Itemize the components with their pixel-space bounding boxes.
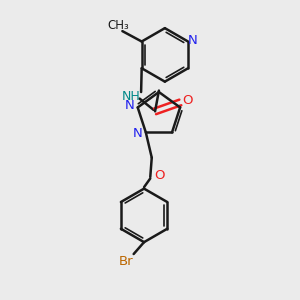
- Text: N: N: [124, 100, 134, 112]
- Text: NH: NH: [122, 90, 141, 103]
- Text: O: O: [182, 94, 193, 107]
- Text: O: O: [154, 169, 164, 182]
- Text: N: N: [133, 128, 142, 140]
- Text: Br: Br: [119, 255, 134, 268]
- Text: N: N: [188, 34, 197, 46]
- Text: CH₃: CH₃: [107, 19, 129, 32]
